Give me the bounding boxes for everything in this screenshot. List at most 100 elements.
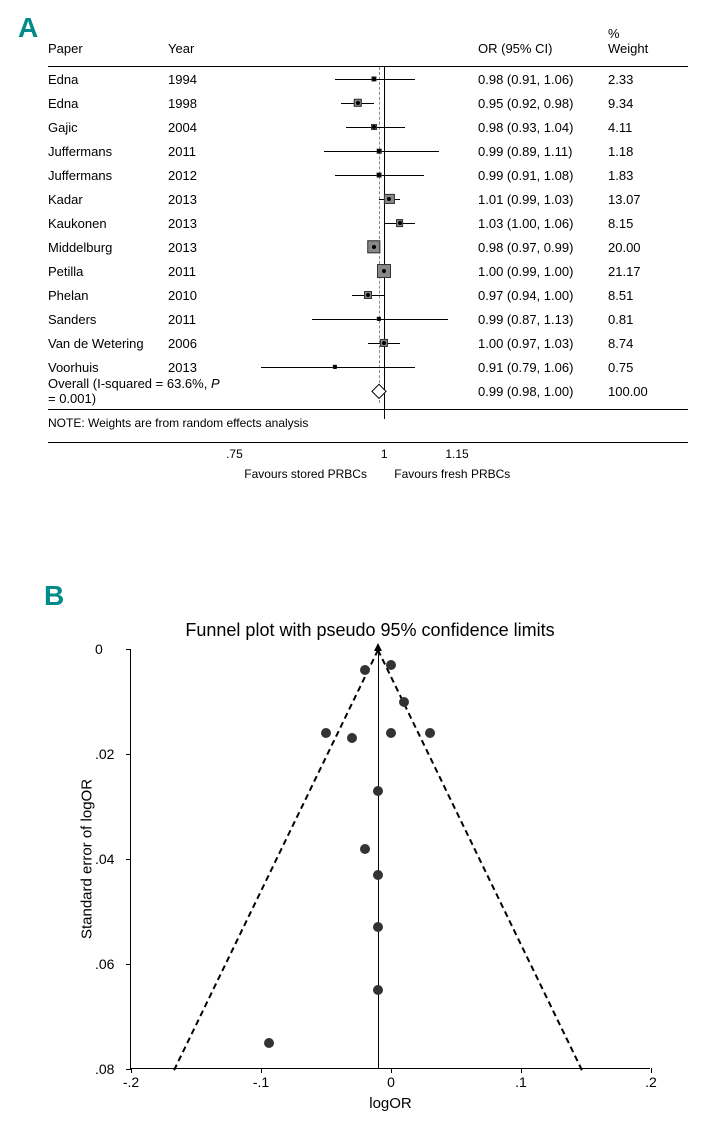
funnel-plot-area: Standard error of logOR logOR 0.02.04.06…	[130, 649, 650, 1069]
forest-weight-text: 8.74	[608, 336, 668, 351]
forest-or-text: 1.01 (0.99, 1.03)	[478, 192, 608, 207]
forest-marker-dot	[366, 293, 370, 297]
funnel-xtick: 0	[387, 1074, 395, 1090]
forest-row: Gajic20040.98 (0.93, 1.04)4.11	[48, 115, 688, 139]
funnel-point	[373, 786, 383, 796]
forest-year: 2006	[168, 336, 228, 351]
ci-line	[261, 367, 414, 368]
forest-year: 2011	[168, 144, 228, 159]
forest-paper: Petilla	[48, 264, 168, 279]
forest-ci-cell	[228, 163, 478, 187]
funnel-point	[373, 870, 383, 880]
forest-row: Middelburg20130.98 (0.97, 0.99)20.00	[48, 235, 688, 259]
forest-note: NOTE: Weights are from random effects an…	[48, 410, 688, 436]
forest-plot-container: Paper Year OR (95% CI) % Weight Edna1994…	[48, 20, 688, 507]
forest-or-text: 1.03 (1.00, 1.06)	[478, 216, 608, 231]
funnel-ytick: .04	[95, 851, 114, 867]
forest-row: Edna19940.98 (0.91, 1.06)2.33	[48, 67, 688, 91]
funnel-title: Funnel plot with pseudo 95% confidence l…	[80, 620, 660, 641]
funnel-point	[321, 728, 331, 738]
axis-label-left: Favours stored PRBCs	[244, 467, 367, 481]
forest-hr-note	[48, 442, 688, 443]
forest-paper: Phelan	[48, 288, 168, 303]
forest-marker-dot	[387, 197, 391, 201]
funnel-point	[386, 728, 396, 738]
forest-marker-dot	[377, 149, 381, 153]
forest-or-text: 0.95 (0.92, 0.98)	[478, 96, 608, 111]
funnel-center-line	[378, 649, 379, 1069]
forest-marker-dot	[372, 77, 376, 81]
funnel-ylabel: Standard error of logOR	[79, 778, 96, 938]
forest-diamond	[372, 384, 387, 399]
forest-header: Paper Year OR (95% CI) % Weight	[48, 20, 688, 60]
forest-ci-cell	[228, 67, 478, 91]
forest-body: Edna19940.98 (0.91, 1.06)2.33Edna1998 0.9…	[48, 67, 688, 403]
forest-year: 2013	[168, 216, 228, 231]
forest-weight-text: 1.18	[608, 144, 668, 159]
forest-marker-dot	[372, 245, 376, 249]
forest-marker-dot	[382, 269, 386, 273]
forest-marker-dot	[333, 365, 337, 369]
forest-row: Petilla2011 1.00 (0.99, 1.00)21.17	[48, 259, 688, 283]
funnel-ytick: .02	[95, 746, 114, 762]
forest-or-text: 0.98 (0.97, 0.99)	[478, 240, 608, 255]
forest-year: 2011	[168, 264, 228, 279]
forest-or-text: 1.00 (0.99, 1.00)	[478, 264, 608, 279]
forest-paper: Middelburg	[48, 240, 168, 255]
forest-paper: Kaukonen	[48, 216, 168, 231]
funnel-xtick-mark	[261, 1068, 262, 1073]
forest-axis-tick: 1.15	[445, 447, 468, 461]
funnel-xtick: -.2	[123, 1074, 139, 1090]
forest-row: Phelan20100.97 (0.94, 1.00)8.51	[48, 283, 688, 307]
forest-row: Sanders20110.99 (0.87, 1.13)0.81	[48, 307, 688, 331]
forest-paper: Edna	[48, 72, 168, 87]
forest-ci-cell	[228, 187, 478, 211]
forest-ci-cell	[228, 211, 478, 235]
forest-or-text: 1.00 (0.97, 1.03)	[478, 336, 608, 351]
panel-a-label: A	[18, 12, 38, 44]
forest-overall-row: Overall (I-squared = 63.6%, P = 0.001)0.…	[48, 379, 688, 403]
forest-paper: Sanders	[48, 312, 168, 327]
forest-paper: Gajic	[48, 120, 168, 135]
forest-ci-cell	[228, 331, 478, 355]
forest-ci-cell	[228, 283, 478, 307]
funnel-ci-left	[173, 650, 379, 1071]
forest-weight-text: 4.11	[608, 120, 668, 135]
funnel-ytick: .08	[95, 1061, 114, 1077]
col-header-or: OR (95% CI)	[478, 41, 608, 56]
forest-row: Edna19980.95 (0.92, 0.98)9.34	[48, 91, 688, 115]
forest-or-text: 0.99 (0.89, 1.11)	[478, 144, 608, 159]
forest-marker-dot	[372, 125, 376, 129]
forest-row: Kadar20131.01 (0.99, 1.03)13.07	[48, 187, 688, 211]
forest-year: 1998	[168, 96, 228, 111]
funnel-plot-container: Funnel plot with pseudo 95% confidence l…	[80, 620, 660, 1069]
funnel-xtick: -.1	[253, 1074, 269, 1090]
forest-year: 2011	[168, 312, 228, 327]
forest-weight-text: 8.15	[608, 216, 668, 231]
funnel-ytick-mark	[126, 649, 131, 650]
forest-year: 2013	[168, 360, 228, 375]
funnel-point	[386, 660, 396, 670]
forest-ci-cell	[228, 355, 478, 379]
panel-b-label: B	[44, 580, 64, 612]
forest-year: 2004	[168, 120, 228, 135]
funnel-point	[360, 665, 370, 675]
forest-weight-text: 13.07	[608, 192, 668, 207]
forest-axis-tick: .75	[226, 447, 243, 461]
funnel-ytick-mark	[126, 754, 131, 755]
funnel-ytick-mark	[126, 859, 131, 860]
forest-weight-text: 0.81	[608, 312, 668, 327]
funnel-ytick: .06	[95, 956, 114, 972]
forest-paper: Kadar	[48, 192, 168, 207]
funnel-xtick-mark	[521, 1068, 522, 1073]
funnel-point	[425, 728, 435, 738]
forest-overall-weight: 100.00	[608, 384, 668, 399]
forest-ci-cell	[228, 139, 478, 163]
col-header-year: Year	[168, 41, 228, 56]
forest-ci-cell	[228, 235, 478, 259]
forest-ci-cell	[228, 115, 478, 139]
forest-weight-text: 21.17	[608, 264, 668, 279]
forest-weight-text: 8.51	[608, 288, 668, 303]
forest-or-text: 0.99 (0.91, 1.08)	[478, 168, 608, 183]
forest-paper: Van de Wetering	[48, 336, 168, 351]
